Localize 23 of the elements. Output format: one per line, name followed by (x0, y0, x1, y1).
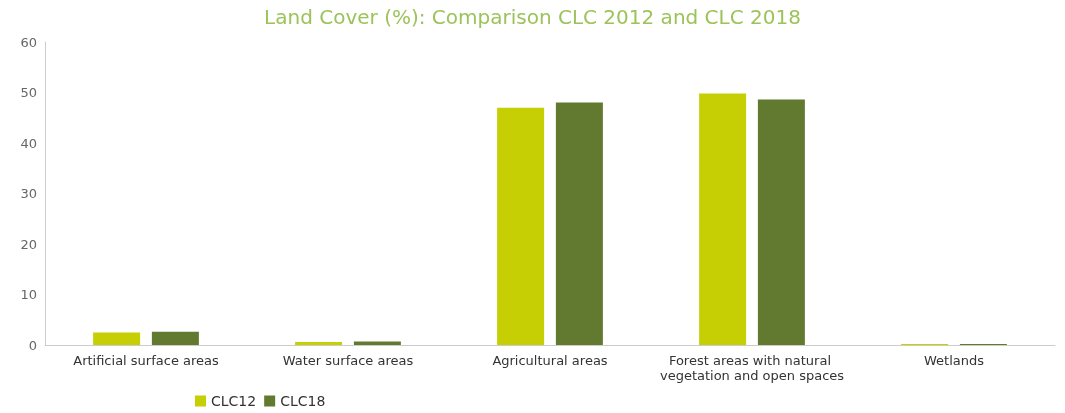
x-tick-label: Agricultural areas (492, 353, 608, 368)
bar (295, 341, 343, 345)
bar (353, 341, 401, 345)
chart-title: Land Cover (%): Comparison CLC 2012 and CLC 2018 (264, 5, 801, 29)
y-tick-label: 20 (20, 236, 37, 252)
y-tick-label: 50 (20, 85, 37, 100)
y-tick-label: 10 (20, 287, 37, 302)
legend-label: CLC12 (211, 393, 257, 409)
y-tick-label: 60 (20, 34, 37, 50)
bar (757, 99, 805, 345)
bar (497, 107, 545, 345)
x-tick-label: Wetlands (923, 353, 985, 368)
legend-label: CLC18 (280, 393, 326, 409)
bar (699, 93, 747, 345)
bar (555, 102, 603, 345)
x-tick-label: Forest areas with natural vegetation and open spaces (659, 353, 845, 383)
x-tick-label: Artificial surface areas (73, 353, 219, 368)
y-tick-label: 30 (20, 186, 37, 201)
bar (151, 331, 199, 345)
y-tick-label: 40 (20, 135, 37, 151)
bar (93, 332, 141, 345)
y-tick-label: 0 (28, 337, 37, 353)
x-tick-label: Water surface areas (282, 353, 414, 368)
